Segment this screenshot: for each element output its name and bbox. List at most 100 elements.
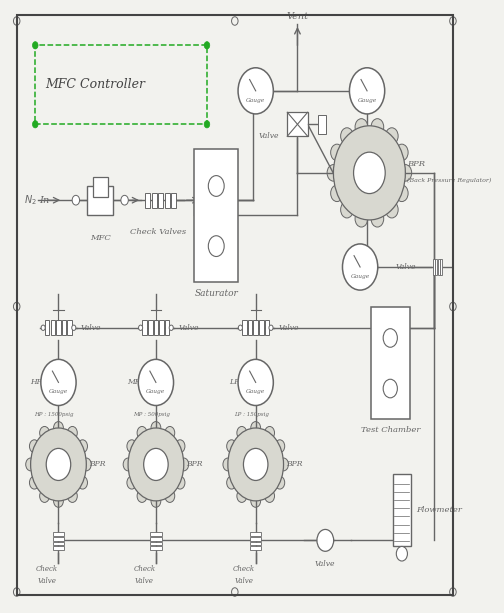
Circle shape — [208, 236, 224, 256]
Text: Check: Check — [133, 565, 155, 573]
Circle shape — [72, 196, 80, 205]
Circle shape — [383, 329, 397, 347]
Circle shape — [29, 476, 39, 489]
Text: Check: Check — [36, 565, 58, 573]
Text: Valve: Valve — [395, 263, 416, 271]
Circle shape — [341, 128, 353, 144]
Circle shape — [46, 448, 71, 481]
Text: Valve: Valve — [259, 132, 279, 140]
Circle shape — [327, 164, 340, 181]
Circle shape — [82, 458, 91, 471]
Bar — [265, 321, 269, 335]
Text: Valve: Valve — [37, 577, 56, 585]
Bar — [250, 546, 261, 550]
Text: BPR: BPR — [407, 160, 425, 168]
Text: MFC Controller: MFC Controller — [45, 78, 145, 91]
Bar — [393, 474, 411, 546]
Bar — [259, 321, 264, 335]
Bar — [150, 542, 162, 546]
Text: Check: Check — [233, 565, 255, 573]
Circle shape — [128, 428, 184, 501]
Bar — [250, 542, 261, 546]
Text: MFC: MFC — [90, 234, 110, 242]
Circle shape — [386, 202, 398, 218]
Text: Gauge: Gauge — [246, 389, 265, 394]
Text: BPR: BPR — [89, 460, 105, 468]
Text: MP : 500psig: MP : 500psig — [133, 411, 170, 417]
Text: Valve: Valve — [235, 577, 254, 585]
Bar — [145, 192, 150, 208]
Bar — [148, 321, 153, 335]
Bar — [150, 546, 162, 550]
Bar — [432, 259, 435, 275]
Bar — [45, 321, 49, 335]
Text: HP: HP — [30, 378, 42, 386]
Circle shape — [251, 495, 261, 508]
Bar — [159, 321, 164, 335]
Circle shape — [144, 448, 168, 481]
Circle shape — [269, 325, 273, 330]
Text: Gauge: Gauge — [246, 98, 265, 103]
Circle shape — [169, 325, 173, 330]
Circle shape — [371, 119, 384, 135]
Circle shape — [41, 325, 45, 330]
Circle shape — [68, 427, 77, 440]
Bar — [154, 321, 158, 335]
Bar — [35, 45, 207, 124]
Text: Flowmeter: Flowmeter — [416, 506, 462, 514]
Circle shape — [349, 68, 385, 114]
Circle shape — [223, 458, 233, 471]
Circle shape — [68, 490, 77, 503]
Circle shape — [204, 121, 210, 128]
Bar — [68, 321, 72, 335]
Circle shape — [265, 427, 275, 440]
Bar — [56, 321, 60, 335]
Circle shape — [354, 152, 385, 194]
Bar — [287, 112, 307, 136]
Circle shape — [331, 144, 343, 161]
Circle shape — [137, 427, 147, 440]
Text: Valve: Valve — [135, 577, 154, 585]
Circle shape — [123, 458, 133, 471]
Circle shape — [138, 359, 173, 406]
Text: (Back Pressure Regulator): (Back Pressure Regulator) — [407, 178, 492, 183]
Circle shape — [137, 490, 147, 503]
Circle shape — [32, 121, 38, 128]
Bar — [254, 321, 258, 335]
Circle shape — [227, 440, 236, 452]
Bar — [250, 537, 261, 541]
Circle shape — [371, 210, 384, 227]
Text: Test Chamber: Test Chamber — [360, 426, 420, 434]
Bar — [165, 321, 169, 335]
Circle shape — [26, 458, 35, 471]
Bar — [62, 321, 67, 335]
Text: Gauge: Gauge — [350, 274, 370, 279]
Circle shape — [383, 379, 397, 398]
Text: LP: LP — [229, 378, 239, 386]
Circle shape — [334, 126, 405, 220]
Circle shape — [208, 175, 224, 196]
Circle shape — [396, 144, 408, 161]
Circle shape — [127, 476, 137, 489]
Text: MP: MP — [127, 378, 140, 386]
Circle shape — [78, 440, 88, 452]
Bar — [152, 192, 157, 208]
Text: Check Valves: Check Valves — [130, 227, 186, 235]
Text: Valve: Valve — [81, 324, 101, 332]
Circle shape — [179, 458, 188, 471]
Bar — [318, 115, 326, 134]
Bar — [53, 532, 64, 536]
Circle shape — [227, 476, 236, 489]
Bar — [435, 259, 437, 275]
Circle shape — [139, 325, 143, 330]
Circle shape — [53, 495, 64, 508]
Text: Gauge: Gauge — [357, 98, 376, 103]
Bar — [250, 532, 261, 536]
Bar — [242, 321, 247, 335]
Text: BPR: BPR — [286, 460, 302, 468]
Circle shape — [41, 359, 76, 406]
Circle shape — [78, 476, 88, 489]
Text: Valve: Valve — [178, 324, 199, 332]
Bar — [53, 542, 64, 546]
Circle shape — [386, 128, 398, 144]
